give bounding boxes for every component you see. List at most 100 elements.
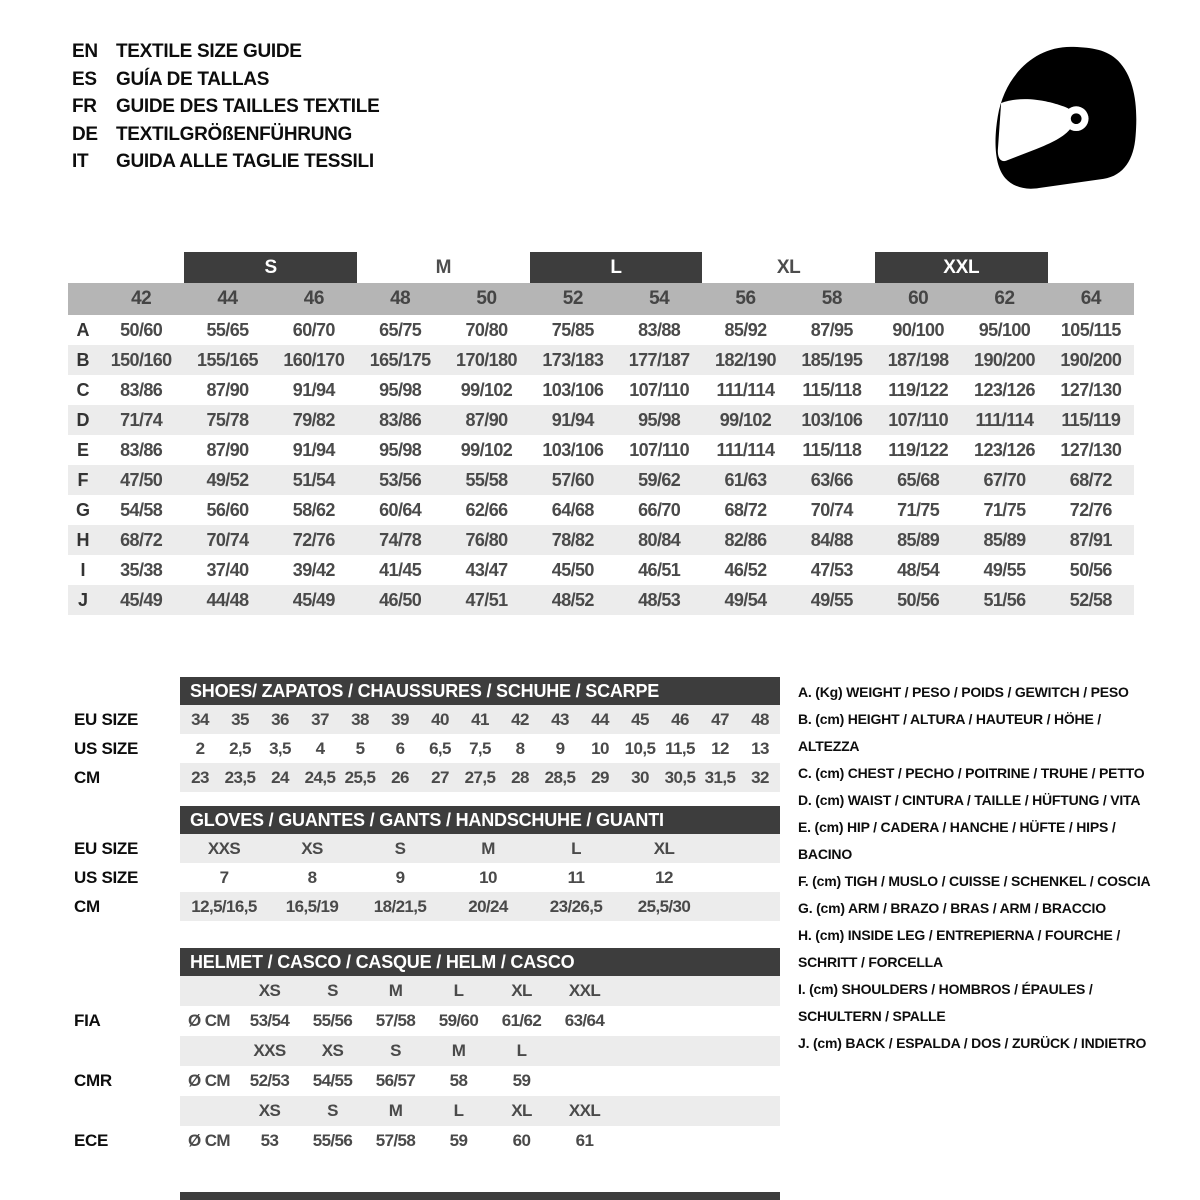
size-value-cell: 71/75: [897, 500, 940, 520]
shoe-size-cell: 32: [751, 768, 769, 787]
size-value-cell: 46/51: [638, 560, 681, 580]
size-value-cell: 66/70: [638, 500, 681, 520]
shoe-size-cell: 6,5: [429, 739, 451, 758]
shoe-size-cell: 38: [351, 710, 369, 729]
language-title-list: EN TEXTILE SIZE GUIDE ES GUÍA DE TALLAS FR GU…: [72, 38, 380, 176]
size-value-cell: 46/50: [379, 590, 422, 610]
size-value-cell: 63/66: [810, 470, 854, 490]
glove-size-cell: 12: [655, 868, 673, 887]
measure-row-letter: C: [76, 380, 90, 400]
size-value-cell: 155/165: [197, 350, 258, 370]
size-value-cell: 87/90: [465, 410, 508, 430]
size-value-cell: 47/53: [810, 560, 854, 580]
size-value-cell: 51/54: [292, 470, 336, 490]
numeric-size-header-row: 42 44 46 48 50 52 54 56 58 60 62 64: [68, 283, 1134, 315]
shoe-size-cell: 2,5: [229, 739, 251, 758]
measure-row-letter: H: [76, 530, 90, 550]
helmet-size-label: S: [327, 1101, 338, 1120]
letter-size-xxl: XXL: [875, 252, 1048, 283]
helmet-size-label: [553, 1036, 616, 1066]
glove-size-cell: 18/21,5: [373, 897, 427, 916]
row-label-eu-size: EU SIZE: [74, 839, 139, 858]
helmet-size-value: 54/55: [312, 1071, 353, 1090]
size-value-cell: 49/54: [724, 590, 767, 610]
legend-item-g: G. (cm) ARM / BRAZO / BRAS / ARM / BRACC…: [798, 900, 1106, 916]
language-code: EN: [72, 41, 98, 62]
helmet-value-row-ece: Ø CM 53 55/56 57/58 59 60 61: [180, 1126, 780, 1156]
measure-row-letter: A: [76, 320, 90, 340]
language-title: GUIDE DES TAILLES TEXTILE: [116, 96, 380, 117]
row-label-fia: FIA: [74, 1011, 101, 1030]
language-row-es: ES GUÍA DE TALLAS: [72, 66, 379, 94]
glove-size-cell: 11: [567, 868, 585, 887]
numeric-size-54: 54: [649, 288, 670, 309]
size-value-cell: 67/70: [983, 470, 1026, 490]
size-value-cell: 70/80: [465, 320, 508, 340]
helmet-size-spacer: [180, 1096, 238, 1126]
helmet-size-spacer: [180, 1036, 238, 1066]
numeric-header-spacer: [68, 283, 98, 315]
size-value-cell: 58/62: [292, 500, 336, 520]
gloves-table: GLOVES / GUANTES / GANTS / HANDSCHUHE / …: [180, 806, 780, 921]
shoe-size-cell: 11,5: [665, 739, 695, 758]
size-value-cell: 70/74: [810, 500, 854, 520]
size-value-cell: 80/84: [638, 530, 681, 550]
row-cm: 12,5/16,5 16,5/19 18/21,5 20/24 23/26,5 25,5/…: [180, 892, 780, 921]
size-value-cell: 190/200: [974, 350, 1035, 370]
measure-row-letter: I: [80, 560, 86, 580]
shoe-size-cell: 29: [591, 768, 609, 787]
shoe-size-cell: 6: [395, 739, 405, 758]
helmet-size-row-ece: XS S M L XL XXL: [180, 1096, 780, 1126]
size-value-cell: 115/118: [802, 440, 862, 460]
glove-size-cell: L: [571, 839, 581, 858]
shoe-size-cell: 2: [195, 739, 205, 758]
size-value-cell: 83/88: [638, 320, 681, 340]
size-value-cell: 87/95: [810, 320, 854, 340]
helmet-size-label: S: [327, 981, 338, 1000]
size-value-cell: 87/90: [206, 380, 249, 400]
helmet-size-value: 56/57: [375, 1071, 416, 1090]
main-size-table-body: A 50/60 55/65 60/70 65/75 70/80 75/85 83/88 85/9…: [68, 315, 1134, 615]
size-value-cell: 48/54: [897, 560, 940, 580]
shoe-size-cell: 7,5: [469, 739, 491, 758]
size-value-cell: 49/55: [810, 590, 854, 610]
shoe-size-cell: 45: [631, 710, 649, 729]
legend-item-f: F. (cm) TIGH / MUSLO / CUISSE / SCHENKEL…: [798, 873, 1151, 889]
size-value-cell: 87/91: [1069, 530, 1113, 550]
size-value-cell: 160/170: [283, 350, 345, 370]
row-label-us-size: US SIZE: [74, 739, 139, 758]
size-value-cell: 55/65: [206, 320, 249, 340]
row-cm: 23 23,5 24 24,5 25,5 26 27 27,5 28 28,5 29 30 30,5 31…: [180, 763, 780, 792]
row-label-cmr: CMR: [74, 1071, 112, 1090]
measure-row-h: H 68/72 70/74 72/76 74/78 76/80 78/82 80/84 82/8…: [68, 525, 1134, 555]
helmet-section-title: HELMET / CASCO / CASQUE / HELM / CASCO: [180, 948, 780, 976]
helmet-size-label: XS: [258, 981, 281, 1000]
size-value-cell: 45/49: [292, 590, 336, 610]
shoe-size-cell: 47: [711, 710, 729, 729]
gloves-table-body: XXS XS S M L XL 7 8 9 10 11 12 12,5/16,5 16,5/19 18/21…: [180, 834, 780, 921]
helmet-size-value: 60: [512, 1131, 531, 1150]
size-value-cell: 59/62: [638, 470, 681, 490]
helmet-size-value: [553, 1066, 616, 1096]
legend-item-d: D. (cm) WAIST / CINTURA / TAILLE / HÜFTU…: [798, 792, 1141, 808]
helmet-size-value: 52/53: [249, 1071, 290, 1090]
size-value-cell: 119/122: [888, 440, 949, 460]
measure-row-f: F 47/50 49/52 51/54 53/56 55/58 57/60 59/62 61/6…: [68, 465, 1134, 495]
shoe-size-cell: 10,5: [624, 739, 656, 758]
size-value-cell: 187/198: [887, 350, 949, 370]
numeric-size-58: 58: [821, 288, 843, 309]
shoe-size-cell: 5: [355, 739, 365, 758]
size-value-cell: 177/187: [628, 350, 690, 370]
helmet-size-value: 63/64: [564, 1011, 605, 1030]
shoe-size-cell: 42: [511, 710, 529, 729]
size-value-cell: 48/53: [638, 590, 681, 610]
helmet-size-label: XXS: [253, 1041, 286, 1060]
size-value-cell: 54/58: [120, 500, 163, 520]
measure-row-letter: D: [76, 410, 90, 430]
glove-size-cell: 8: [307, 868, 317, 887]
measure-row-d: D 71/74 75/78 79/82 83/86 87/90 91/94 95/98 99/1…: [68, 405, 1134, 435]
letter-size-s: S: [184, 252, 357, 283]
language-title: TEXTILE SIZE GUIDE: [116, 41, 302, 62]
size-value-cell: 91/94: [551, 410, 595, 430]
size-value-cell: 65/68: [897, 470, 940, 490]
